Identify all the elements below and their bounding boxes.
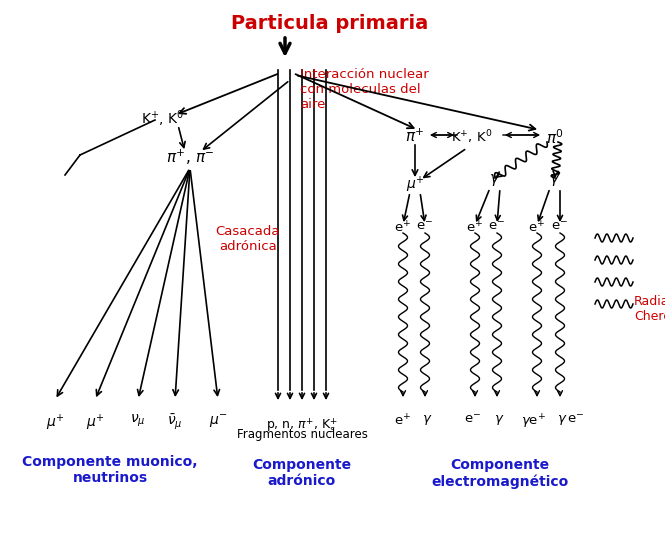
Text: $\mu^{+}$: $\mu^{+}$ [86, 413, 104, 433]
Text: Componente
electromagnético: Componente electromagnético [432, 458, 569, 489]
Text: Particula primaria: Particula primaria [231, 14, 429, 33]
Text: e$^{+}$: e$^{+}$ [394, 220, 412, 235]
Text: K$^{+}$, K$^{0}$: K$^{+}$, K$^{0}$ [142, 108, 185, 129]
Text: $\gamma$: $\gamma$ [557, 413, 567, 427]
Text: $\gamma$: $\gamma$ [422, 413, 432, 427]
Text: e$^{-}$: e$^{-}$ [416, 220, 434, 233]
Text: K$^{+}$, K$^{0}$: K$^{+}$, K$^{0}$ [452, 128, 493, 146]
Text: $\mu^{-}$: $\mu^{-}$ [209, 413, 227, 430]
Text: $\bar{\nu}_{\mu}$: $\bar{\nu}_{\mu}$ [167, 413, 183, 432]
Text: Componente muonico,
neutrinos: Componente muonico, neutrinos [22, 455, 198, 485]
Text: e$^{-}$: e$^{-}$ [567, 413, 585, 426]
Text: e$^{+}$: e$^{+}$ [394, 413, 412, 428]
Text: e$^{+}$: e$^{+}$ [466, 220, 483, 235]
Text: $\nu_{\mu}$: $\nu_{\mu}$ [130, 413, 146, 430]
Text: e$^{-}$: e$^{-}$ [489, 220, 505, 233]
Text: $\mu^{+}$: $\mu^{+}$ [406, 175, 424, 195]
Text: Componente
adrónico: Componente adrónico [253, 458, 352, 488]
Text: $\gamma$: $\gamma$ [489, 172, 501, 188]
Text: $\mu^{+}$: $\mu^{+}$ [46, 413, 65, 433]
Text: e$^{-}$: e$^{-}$ [464, 413, 481, 426]
Text: e$^{+}$: e$^{+}$ [529, 220, 545, 235]
Text: Fragmentos nucleares: Fragmentos nucleares [237, 428, 368, 441]
Text: $\pi^{+}$: $\pi^{+}$ [405, 128, 425, 146]
Text: $\gamma$: $\gamma$ [494, 413, 504, 427]
Text: $\gamma$e$^{+}$: $\gamma$e$^{+}$ [521, 413, 545, 431]
Text: Radiación
Cherenkov: Radiación Cherenkov [634, 295, 665, 323]
Text: Interacción nuclear
con moleculas del
aire: Interacción nuclear con moleculas del ai… [300, 68, 429, 111]
Text: Casacada
adrónica: Casacada adrónica [215, 225, 280, 253]
Text: e$^{-}$: e$^{-}$ [551, 220, 569, 233]
Text: $\pi^{+}$, $\pi^{-}$: $\pi^{+}$, $\pi^{-}$ [166, 148, 214, 167]
Text: p, n, $\pi^{+}$, K$_{s}^{+}$: p, n, $\pi^{+}$, K$_{s}^{+}$ [266, 416, 338, 435]
Text: $\gamma$: $\gamma$ [549, 172, 561, 188]
Text: $\pi^{0}$: $\pi^{0}$ [546, 128, 564, 147]
